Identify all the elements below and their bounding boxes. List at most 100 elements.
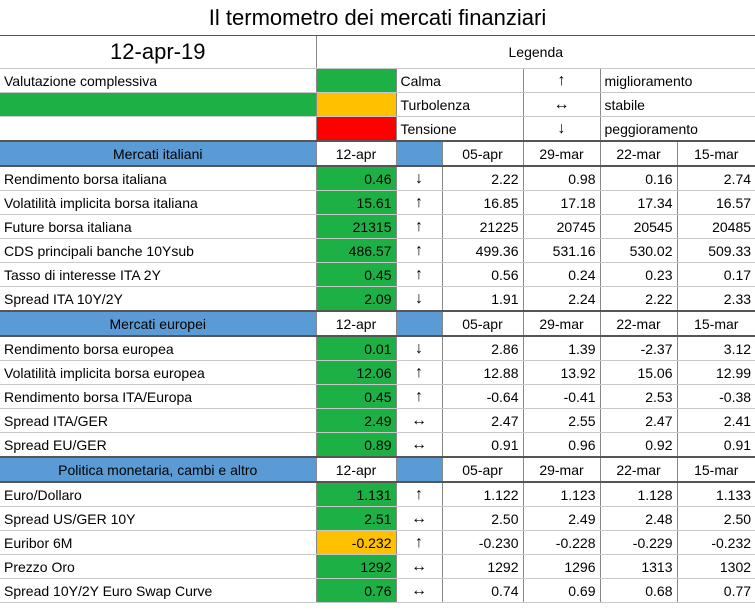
history-value: 21225 [442, 214, 524, 239]
history-value: 530.02 [600, 238, 678, 263]
history-value: 0.16 [600, 166, 678, 191]
indicator-value: 1292 [316, 554, 397, 579]
indicator-value: 0.76 [316, 578, 397, 603]
section-title: Mercati europei [0, 310, 317, 337]
history-value: 2.48 [600, 506, 678, 531]
overall-rating-label: Valutazione complessiva [0, 68, 317, 93]
section-past-date: 15-mar [677, 140, 755, 167]
history-value: 2.41 [677, 408, 755, 433]
arrow-up-icon: ↑ [396, 482, 443, 507]
indicator-label: Future borsa italiana [0, 214, 317, 239]
arrow-both-icon: ↔ [396, 432, 443, 458]
history-value: 0.92 [600, 432, 678, 458]
indicator-label: Spread ITA/GER [0, 408, 317, 433]
legend-row-tensione: Tensione ↓ peggioramento [0, 116, 755, 142]
history-value: 2.22 [600, 286, 678, 312]
history-value: 2.33 [677, 286, 755, 312]
legend-swatch-green [316, 68, 397, 93]
history-value: 1302 [677, 554, 755, 579]
section-current-date: 12-apr [316, 456, 397, 483]
indicator-label: Spread EU/GER [0, 432, 317, 458]
indicator-value: 2.49 [316, 408, 397, 433]
table-row: Spread ITA/GER 2.49 ↔ 2.47 2.55 2.47 2.41 [0, 408, 755, 433]
indicator-label: Volatilità implicita borsa italiana [0, 190, 317, 215]
table-row: Euribor 6M -0.232 ↑ -0.230 -0.228 -0.229 -0.23… [0, 530, 755, 555]
history-value: 2.53 [600, 384, 678, 409]
history-value: 0.17 [677, 262, 755, 287]
legend-title: Legenda [316, 35, 755, 69]
history-value: 1.122 [442, 482, 524, 507]
indicator-value: 2.09 [316, 286, 397, 312]
indicator-value: 15.61 [316, 190, 397, 215]
history-value: 16.85 [442, 190, 524, 215]
table-row: Spread ITA 10Y/2Y 2.09 ↓ 1.91 2.24 2.22 2.33 [0, 286, 755, 312]
page-title: Il termometro dei mercati finanziari [0, 0, 755, 36]
section-past-date: 15-mar [677, 456, 755, 483]
history-value: 1.91 [442, 286, 524, 312]
indicator-label: Rendimento borsa europea [0, 336, 317, 361]
history-value: -0.232 [677, 530, 755, 555]
history-value: -0.229 [600, 530, 678, 555]
indicator-label: Prezzo Oro [0, 554, 317, 579]
arrow-up-icon: ↑ [396, 384, 443, 409]
section-current-date: 12-apr [316, 140, 397, 167]
section-header: Mercati europei 12-apr 05-apr 29-mar 22-mar 1… [0, 310, 755, 337]
table-row: Rendimento borsa europea 0.01 ↓ 2.86 1.39 -2.… [0, 336, 755, 361]
indicator-label: Spread ITA 10Y/2Y [0, 286, 317, 312]
indicator-value: -0.232 [316, 530, 397, 555]
indicator-value: 1.131 [316, 482, 397, 507]
section-past-date: 22-mar [600, 140, 678, 167]
history-value: 17.18 [523, 190, 601, 215]
section-past-date: 22-mar [600, 456, 678, 483]
arrow-up-icon: ↑ [396, 530, 443, 555]
indicator-label: Euribor 6M [0, 530, 317, 555]
section-title: Politica monetaria, cambi e altro [0, 456, 317, 483]
history-value: 2.50 [677, 506, 755, 531]
section-past-date: 05-apr [442, 140, 524, 167]
history-value: 0.68 [600, 578, 678, 603]
history-value: 531.16 [523, 238, 601, 263]
history-value: 2.24 [523, 286, 601, 312]
legend-arrow-label-stable: stabile [600, 92, 755, 117]
legend-row-turbolenza: Turbolenza ↔ stabile [0, 92, 755, 117]
history-value: 2.47 [600, 408, 678, 433]
legend-swatch-red [316, 116, 397, 142]
history-value: 20545 [600, 214, 678, 239]
section-trend-header [396, 140, 443, 167]
history-value: 12.88 [442, 360, 524, 385]
history-value: 17.34 [600, 190, 678, 215]
section-header: Politica monetaria, cambi e altro 12-apr 0… [0, 456, 755, 483]
history-value: 1.123 [523, 482, 601, 507]
section-past-date: 15-mar [677, 310, 755, 337]
section-trend-header [396, 310, 443, 337]
section-past-date: 29-mar [523, 456, 601, 483]
history-value: -2.37 [600, 336, 678, 361]
table-row: Volatilità implicita borsa italiana 15.61… [0, 190, 755, 215]
indicator-value: 12.06 [316, 360, 397, 385]
arrow-up-icon: ↑ [396, 238, 443, 263]
history-value: 1296 [523, 554, 601, 579]
history-value: 1.128 [600, 482, 678, 507]
legend-arrow-label-down: peggioramento [600, 116, 755, 142]
section-title: Mercati italiani [0, 140, 317, 167]
history-value: 0.24 [523, 262, 601, 287]
arrow-up-icon: ↑ [523, 68, 601, 93]
history-value: 499.36 [442, 238, 524, 263]
history-value: 2.49 [523, 506, 601, 531]
history-value: 2.74 [677, 166, 755, 191]
indicator-value: 0.01 [316, 336, 397, 361]
section-past-date: 29-mar [523, 310, 601, 337]
table-row: Spread US/GER 10Y 2.51 ↔ 2.50 2.49 2.48 2.50 [0, 506, 755, 531]
history-value: 0.91 [442, 432, 524, 458]
arrow-up-icon: ↑ [396, 262, 443, 287]
table-row: Prezzo Oro 1292 ↔ 1292 1296 1313 1302 [0, 554, 755, 579]
history-value: 2.55 [523, 408, 601, 433]
arrow-both-icon: ↔ [523, 92, 601, 117]
table-row: CDS principali banche 10Ysub 486.57 ↑ 499.3… [0, 238, 755, 263]
report-date: 12-apr-19 [0, 35, 317, 69]
indicator-label: CDS principali banche 10Ysub [0, 238, 317, 263]
table-row: Rendimento borsa ITA/Europa 0.45 ↑ -0.64 -0.… [0, 384, 755, 409]
history-value: 0.74 [442, 578, 524, 603]
indicator-value: 21315 [316, 214, 397, 239]
table-row: Rendimento borsa italiana 0.46 ↓ 2.22 0.98 0.… [0, 166, 755, 191]
